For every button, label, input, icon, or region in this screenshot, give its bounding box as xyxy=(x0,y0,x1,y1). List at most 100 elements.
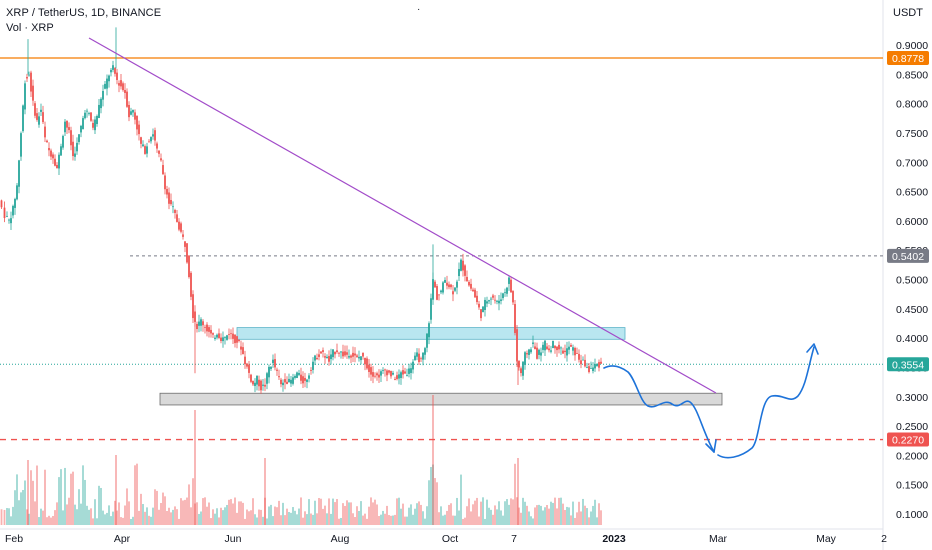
volume-bar xyxy=(458,510,460,525)
volume-bar xyxy=(562,503,564,525)
volume-spike xyxy=(432,395,434,525)
volume-bar xyxy=(96,518,98,525)
volume-bar xyxy=(182,500,184,525)
volume-bar xyxy=(118,502,120,525)
candle-body xyxy=(192,294,194,318)
volume-bar xyxy=(90,508,92,525)
volume-legend[interactable]: Vol · XRP xyxy=(6,22,54,34)
volume-bar xyxy=(168,507,170,525)
candle-body xyxy=(246,363,248,367)
volume-bar xyxy=(92,518,94,525)
candle-body xyxy=(296,372,298,378)
time-axis[interactable]: Feb Apr Jun Aug Oct 7 2023 Mar May 2 xyxy=(5,533,887,545)
candle-body xyxy=(502,293,504,299)
symbol-title[interactable]: XRP / TetherUS, 1D, BINANCE xyxy=(6,7,162,19)
volume-bar xyxy=(158,509,160,525)
candle-body xyxy=(416,352,418,357)
price-tick: 0.7500 xyxy=(896,128,928,140)
candle-body xyxy=(482,306,484,313)
candle-body xyxy=(428,323,430,338)
candle-body xyxy=(264,384,266,387)
volume-bar xyxy=(240,501,242,525)
candle-body xyxy=(326,356,328,359)
candle-body xyxy=(588,366,590,373)
volume-bar xyxy=(442,515,444,525)
candle-body xyxy=(130,111,132,115)
demand-zone[interactable] xyxy=(159,392,723,406)
volume-bar xyxy=(256,517,258,525)
price-tick: 0.3000 xyxy=(896,392,928,404)
candle-body xyxy=(28,74,30,76)
volume-bar xyxy=(200,511,202,525)
volume-bar xyxy=(352,513,354,525)
candle-body xyxy=(488,300,490,302)
candle-body xyxy=(600,361,602,364)
price-tick: 0.2500 xyxy=(896,421,928,433)
candle-body xyxy=(180,223,182,232)
volume-bar xyxy=(494,505,496,525)
candle-body xyxy=(74,153,76,157)
candle-body xyxy=(96,116,98,124)
candle-body xyxy=(200,319,202,326)
volume-bar xyxy=(266,518,268,525)
volume-bar xyxy=(66,504,68,525)
candle-body xyxy=(566,348,568,356)
volume-bar xyxy=(600,510,602,525)
volume-bar xyxy=(434,478,436,525)
volume-bar xyxy=(76,509,78,525)
candle-body xyxy=(84,112,86,119)
candle-body xyxy=(346,352,348,355)
candle-body xyxy=(370,367,372,375)
volume-bar xyxy=(52,515,54,525)
candle-body xyxy=(144,146,146,154)
candle-body xyxy=(332,349,334,358)
candle-body xyxy=(70,130,72,146)
volume-bar xyxy=(422,511,424,525)
volume-bar xyxy=(94,499,96,525)
volume-bar xyxy=(408,507,410,525)
candle-body xyxy=(136,115,138,130)
volume-bar xyxy=(414,508,416,525)
volume-bar xyxy=(284,515,286,525)
volume-bar xyxy=(500,510,502,525)
candle-body xyxy=(250,374,252,382)
candle-body xyxy=(330,354,332,360)
volume-bar xyxy=(84,479,86,525)
candle-body xyxy=(302,376,304,384)
volume-bar xyxy=(26,509,28,525)
volume-bar xyxy=(156,490,158,525)
candle-body xyxy=(584,359,586,367)
volume-bar xyxy=(54,510,56,525)
candle-body xyxy=(504,292,506,294)
candle-body xyxy=(196,323,198,330)
volume-bar xyxy=(38,517,40,525)
descending-trendline[interactable] xyxy=(88,37,717,394)
candle-body xyxy=(88,113,90,114)
candle-body xyxy=(170,200,172,205)
candle-body xyxy=(578,353,580,360)
volume-bar xyxy=(528,511,530,525)
candle-body xyxy=(432,279,434,300)
price-badge-label: 0.3554 xyxy=(892,359,924,371)
volume-bar xyxy=(354,516,356,525)
candle-body xyxy=(34,103,36,116)
candle-body xyxy=(208,327,210,332)
candle-body xyxy=(522,361,524,376)
volume-bar xyxy=(146,507,148,525)
price-axis[interactable]: 0.9000 0.8500 0.8000 0.7500 0.7000 0.6500 0.60… xyxy=(896,40,928,521)
volume-bar xyxy=(430,467,432,525)
candle-body xyxy=(12,205,14,216)
candle-body xyxy=(226,335,228,340)
projection-path[interactable] xyxy=(603,346,815,459)
volume-bar xyxy=(330,513,332,525)
supply-zone[interactable] xyxy=(236,327,626,340)
volume-bar xyxy=(222,510,224,525)
time-tick: Mar xyxy=(709,533,728,545)
candle-body xyxy=(466,276,468,282)
candle-body xyxy=(80,125,82,133)
volume-bar xyxy=(64,467,66,525)
volume-bar xyxy=(28,513,30,525)
candle-body xyxy=(8,219,10,221)
candle-body xyxy=(376,373,378,376)
